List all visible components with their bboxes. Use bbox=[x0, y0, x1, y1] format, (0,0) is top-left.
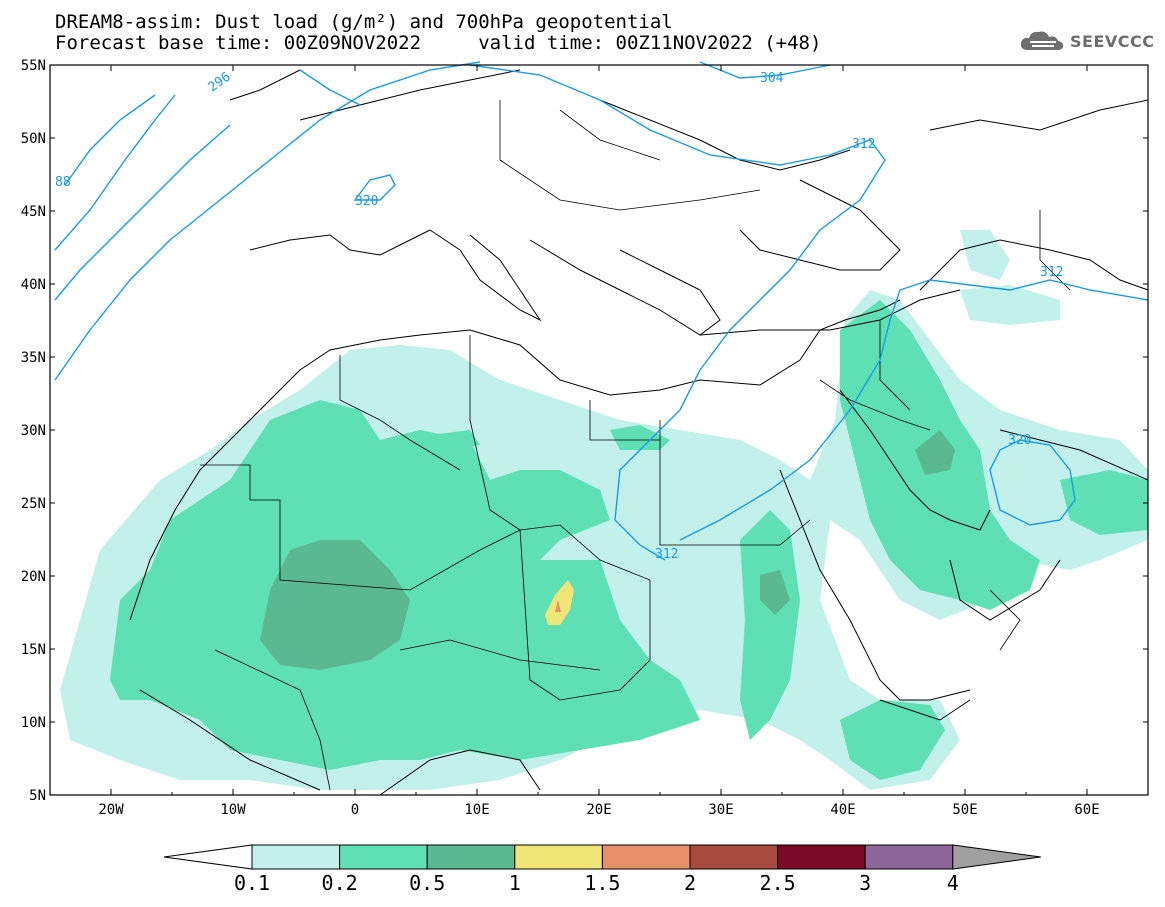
colorbar-tick-label: 3 bbox=[859, 871, 871, 895]
contour-label-304: 304 bbox=[760, 71, 784, 86]
contour-label-320-west: 320 bbox=[355, 194, 378, 209]
cloud-icon bbox=[1020, 31, 1064, 50]
seevccc-logo: SEEVCCC bbox=[1018, 26, 1158, 56]
lon-label: 10E bbox=[464, 802, 489, 818]
longitude-axis: 20W 10W 0 10E 20E 30E 40E 50E 60E bbox=[49, 65, 1149, 818]
colorbar-tick-label: 0.5 bbox=[409, 871, 445, 895]
lon-label: 0 bbox=[351, 802, 359, 818]
colorbar-tick-label: 1 bbox=[509, 871, 521, 895]
colorbar-segment bbox=[251, 844, 341, 870]
contour-label-312-south: 312 bbox=[655, 547, 678, 562]
lon-label: 20E bbox=[586, 802, 611, 818]
colorbar-tick-label: 0.2 bbox=[322, 871, 358, 895]
colorbar-segment bbox=[426, 844, 516, 870]
lon-label: 40E bbox=[830, 802, 855, 818]
lon-label: 30E bbox=[708, 802, 733, 818]
lat-label: 10N bbox=[21, 715, 46, 731]
colorbar-tick-label: 1.5 bbox=[584, 871, 620, 895]
colorbar-segment bbox=[339, 844, 428, 870]
contour-label-320-east: 320 bbox=[1008, 433, 1031, 448]
contour-label-312-north: 312 bbox=[852, 137, 875, 152]
lat-label: 5N bbox=[29, 788, 46, 804]
colorbar-under-arrow bbox=[163, 844, 253, 870]
lat-label: 40N bbox=[21, 277, 46, 293]
lat-label: 35N bbox=[21, 350, 46, 366]
lon-label: 10W bbox=[220, 802, 246, 818]
colorbar: 0.1 0.2 0.5 1 1.5 2 2.5 3 4 bbox=[163, 844, 1041, 895]
lat-label: 50N bbox=[21, 131, 46, 147]
lat-label: 20N bbox=[21, 569, 46, 585]
colorbar-segment bbox=[689, 844, 779, 870]
lat-label: 25N bbox=[21, 496, 46, 512]
country-borders bbox=[200, 100, 1071, 791]
colorbar-over-arrow bbox=[952, 844, 1041, 870]
colorbar-tick-label: 0.1 bbox=[234, 871, 270, 895]
latitude-axis: 55N 50N 45N 40N 35N 30N 25N 20N 15N 10N 5N bbox=[21, 58, 1148, 804]
colorbar-segment bbox=[514, 844, 603, 870]
colorbar-tick-label: 2 bbox=[684, 871, 696, 895]
dust-field-peak bbox=[545, 580, 574, 625]
lat-label: 55N bbox=[21, 58, 46, 74]
lat-label: 45N bbox=[21, 204, 46, 220]
lon-label: 60E bbox=[1074, 802, 1099, 818]
colorbar-segment bbox=[777, 844, 866, 870]
logo-text: SEEVCCC bbox=[1070, 31, 1155, 51]
lon-label: 50E bbox=[952, 802, 977, 818]
geopotential-contours bbox=[54, 61, 1149, 561]
lat-label: 30N bbox=[21, 423, 46, 439]
contour-label-312-east: 312 bbox=[1040, 265, 1063, 280]
contour-labels: 296 304 312 320 312 320 312 88 bbox=[55, 70, 1063, 562]
dust-field-high bbox=[260, 430, 955, 670]
lat-label: 15N bbox=[21, 642, 46, 658]
lon-label: 20W bbox=[98, 802, 124, 818]
colorbar-tick-label: 4 bbox=[947, 871, 959, 895]
coastlines bbox=[129, 69, 1149, 796]
colorbar-segment bbox=[864, 844, 954, 870]
forecast-time-label: Forecast base time: 00Z09NOV2022 valid t… bbox=[55, 32, 822, 54]
colorbar-tick-label: 2.5 bbox=[760, 871, 796, 895]
colorbar-segment bbox=[601, 844, 691, 870]
map-panel: 296 304 312 320 312 320 312 88 bbox=[49, 61, 1149, 796]
map-title: DREAM8-assim: Dust load (g/m²) and 700hP… bbox=[55, 11, 673, 33]
contour-label-88: 88 bbox=[55, 175, 71, 190]
